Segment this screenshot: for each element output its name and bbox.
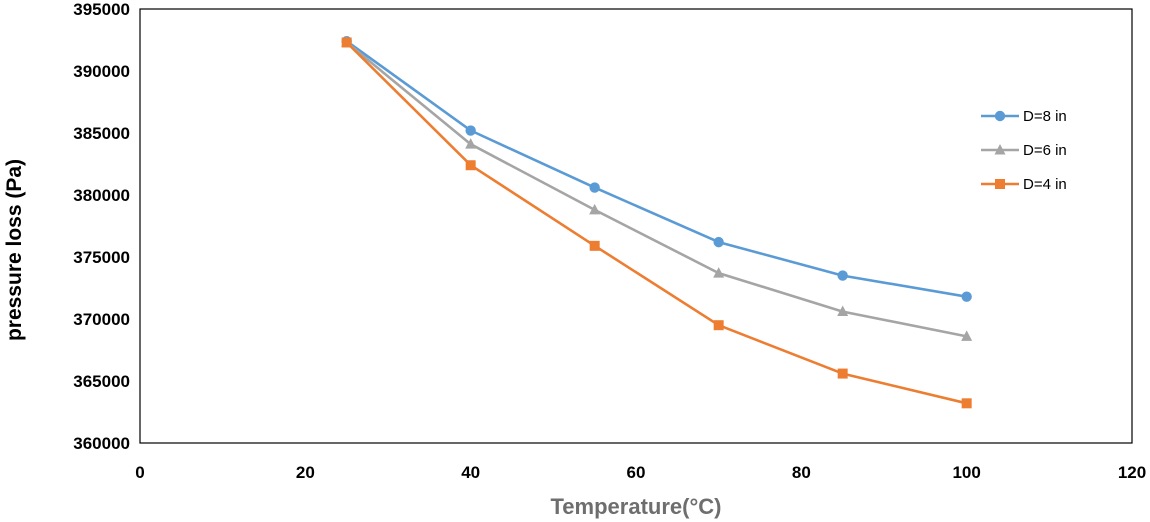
x-tick-label: 60 bbox=[627, 463, 646, 482]
data-point bbox=[713, 320, 724, 331]
series-2 bbox=[341, 36, 973, 341]
legend-label: D=4 in bbox=[1023, 176, 1067, 193]
y-tick-label: 390000 bbox=[73, 62, 130, 81]
data-point bbox=[589, 203, 601, 215]
y-tick-label: 385000 bbox=[73, 124, 130, 143]
legend: D=8 in D=6 in D=4 in bbox=[981, 108, 1067, 193]
y-axis-label: pressure loss (Pa) bbox=[3, 159, 26, 341]
legend-item: D=4 in bbox=[981, 176, 1067, 193]
data-point bbox=[589, 240, 600, 251]
data-point bbox=[837, 368, 848, 379]
data-point bbox=[961, 291, 972, 302]
x-tick-label: 100 bbox=[952, 463, 980, 482]
series-line bbox=[345, 40, 967, 298]
series-line bbox=[345, 41, 967, 338]
legend-item: D=6 in bbox=[981, 142, 1067, 159]
data-point bbox=[837, 305, 849, 317]
data-point bbox=[961, 330, 973, 341]
y-tick-label: 365000 bbox=[73, 372, 130, 391]
data-point bbox=[341, 37, 352, 48]
legend-label: D=6 in bbox=[1023, 142, 1067, 159]
x-tick-label: 0 bbox=[135, 463, 144, 482]
data-point bbox=[713, 236, 724, 248]
x-tick-label: 120 bbox=[1118, 463, 1146, 482]
data-point bbox=[837, 270, 848, 281]
data-point bbox=[465, 138, 477, 149]
x-tick-label: 40 bbox=[461, 463, 480, 482]
series-line bbox=[345, 41, 968, 405]
y-tick-label: 375000 bbox=[73, 248, 130, 267]
data-point bbox=[589, 182, 600, 193]
data-point bbox=[713, 267, 725, 278]
data-point bbox=[961, 398, 972, 409]
legend-marker bbox=[994, 144, 1006, 155]
x-axis-label: Temperature(°C) bbox=[551, 494, 722, 519]
legend-item: D=8 in bbox=[981, 108, 1067, 125]
x-tick-label: 20 bbox=[296, 463, 315, 482]
data-point bbox=[465, 160, 476, 171]
y-tick-label: 380000 bbox=[73, 186, 130, 205]
series-1 bbox=[341, 36, 972, 302]
data-point bbox=[465, 125, 476, 136]
x-tick-label: 80 bbox=[792, 463, 811, 482]
plot-area bbox=[139, 8, 1133, 444]
legend-marker bbox=[994, 110, 1006, 122]
y-tick-label: 395000 bbox=[73, 0, 130, 19]
series-3 bbox=[341, 37, 972, 409]
y-tick-label: 360000 bbox=[73, 434, 130, 453]
legend-marker bbox=[995, 179, 1005, 189]
y-tick-label: 370000 bbox=[73, 310, 130, 329]
legend-label: D=8 in bbox=[1023, 108, 1067, 125]
